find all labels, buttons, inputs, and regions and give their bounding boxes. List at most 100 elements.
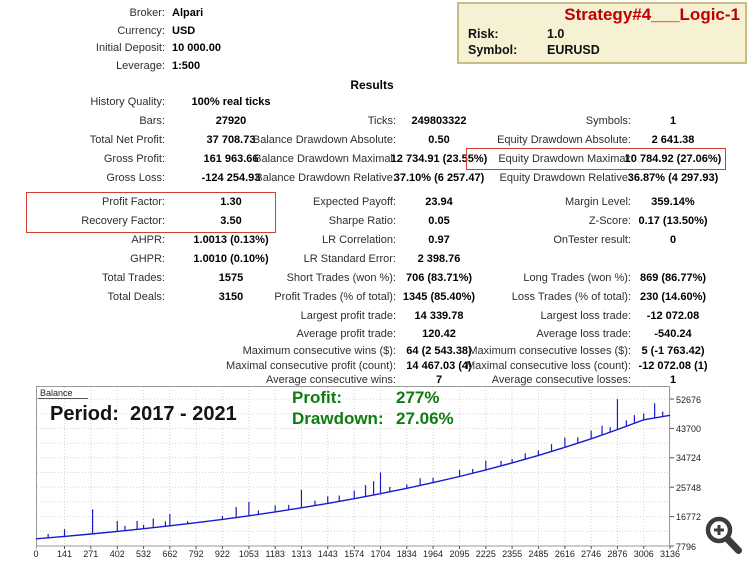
- x-axis-tick-label: 1704: [370, 549, 391, 559]
- stat-label: Recovery Factor:: [81, 215, 165, 227]
- x-axis-tick-label: 662: [162, 549, 178, 559]
- stat-label: Total Net Profit:: [89, 134, 165, 146]
- stat-label: Profit Factor:: [102, 196, 165, 208]
- stat-value: 37 708.73: [206, 134, 256, 146]
- stat-label: Equity Drawdown Maximal:: [498, 153, 631, 165]
- stat-label: OnTester result:: [553, 234, 631, 246]
- y-axis-tick-label: 25748: [676, 482, 702, 493]
- stat-value: 0.17 (13.50%): [638, 215, 708, 227]
- stat-label: Largest loss trade:: [540, 310, 632, 322]
- stat-label: Equity Drawdown Relative:: [499, 172, 631, 184]
- stat-label: Profit Trades (% of total):: [274, 291, 396, 303]
- stat-value: 2 641.38: [651, 134, 695, 146]
- x-axis-tick-label: 922: [214, 549, 230, 559]
- x-axis-tick-label: 1313: [291, 549, 312, 559]
- stat-value: 1.0013 (0.13%): [193, 234, 269, 246]
- stat-value: -540.24: [654, 328, 692, 340]
- stat-value: 120.42: [422, 328, 456, 340]
- x-axis-tick-label: 141: [56, 549, 73, 559]
- x-axis-tick-label: 1443: [317, 549, 338, 559]
- stat-value: 7: [435, 374, 443, 386]
- stat-label: LR Correlation:: [322, 234, 396, 246]
- stat-label: Expected Payoff:: [313, 196, 396, 208]
- stat-label: Sharpe Ratio:: [328, 215, 396, 227]
- account-value: 10 000.00: [172, 42, 221, 54]
- results-heading: Results: [350, 78, 394, 92]
- account-label: Leverage:: [116, 59, 165, 72]
- stat-value: -12 072.08: [646, 310, 700, 322]
- x-axis-tick-label: 2095: [449, 549, 470, 559]
- strategy-param-value: EURUSD: [547, 43, 600, 57]
- stat-label: Average consecutive losses:: [491, 374, 631, 386]
- stat-label: History Quality:: [90, 96, 165, 108]
- stat-value: 2 398.76: [417, 253, 461, 265]
- chart-drawdown-value: 27.06%: [396, 409, 454, 428]
- x-axis-tick-label: 1834: [396, 549, 417, 559]
- stat-value: 100% real ticks: [191, 96, 271, 108]
- stat-label: Total Trades:: [102, 272, 165, 284]
- stat-value: 23.94: [425, 196, 453, 208]
- stat-value: 0.97: [428, 234, 450, 246]
- strategy-box: Strategy#4___Logic-1 Risk: 1.0 Symbol: EURU…: [457, 2, 747, 64]
- stat-label: GHPR:: [130, 253, 165, 265]
- stat-value: 161 963.66: [203, 153, 259, 165]
- stat-label: Balance Drawdown Relative:: [255, 172, 396, 184]
- stat-value: 5 (-1 763.42): [641, 345, 705, 357]
- x-axis-tick-label: 1964: [423, 549, 444, 559]
- stat-value: -124 254.93: [201, 172, 261, 184]
- stat-value: 3.50: [220, 215, 242, 227]
- stat-label: Total Deals:: [107, 291, 165, 303]
- stat-label: Average profit trade:: [296, 328, 396, 340]
- stat-label: Ticks:: [367, 115, 396, 127]
- strategy-param-label: Symbol:: [468, 43, 518, 57]
- stat-label: Margin Level:: [564, 196, 631, 208]
- stat-value: 706 (83.71%): [405, 272, 473, 284]
- stat-label: Loss Trades (% of total):: [511, 291, 631, 303]
- stat-label: Gross Loss:: [106, 172, 165, 184]
- strategy-title: Strategy#4___Logic-1: [564, 5, 740, 24]
- stat-label: Symbols:: [585, 115, 631, 127]
- strategy-param-label: Risk:: [468, 27, 499, 41]
- zoom-icon[interactable]: [701, 514, 747, 558]
- x-axis-tick-label: 792: [188, 549, 204, 559]
- x-axis-tick-label: 1053: [238, 549, 259, 559]
- stat-label: Average loss trade:: [536, 328, 631, 340]
- stat-label: Average consecutive wins:: [265, 374, 396, 386]
- stat-value: 36.87% (4 297.93): [627, 172, 719, 184]
- stat-label: Balance Drawdown Maximal:: [254, 153, 396, 165]
- stat-label: Maximum consecutive losses ($):: [468, 345, 631, 357]
- stat-value: 1575: [218, 272, 244, 284]
- stat-value: 14 467.03 (4): [406, 360, 472, 372]
- x-axis-tick-label: 1183: [265, 549, 285, 559]
- stat-label: Long Trades (won %):: [523, 272, 631, 284]
- stat-value: 12 734.91 (23.55%): [390, 153, 488, 165]
- x-axis-tick-label: 2485: [528, 549, 549, 559]
- x-axis-tick-label: 271: [83, 549, 99, 559]
- stat-value: 64 (2 543.38): [406, 345, 472, 357]
- stat-value: 359.14%: [651, 196, 695, 208]
- stat-value: 14 339.78: [414, 310, 464, 322]
- stat-label: Z-Score:: [588, 215, 631, 227]
- stat-value: 1.0010 (0.10%): [193, 253, 269, 265]
- x-axis-tick-label: 2876: [607, 549, 628, 559]
- chart-period-annotation: Period: 2017 - 2021: [50, 403, 237, 425]
- stat-label: Largest profit trade:: [300, 310, 396, 322]
- stat-value: 3150: [218, 291, 244, 303]
- x-axis-tick-label: 402: [109, 549, 125, 559]
- balance-curve-plot: [36, 386, 674, 549]
- account-value: 1:500: [172, 59, 201, 72]
- stat-label: Gross Profit:: [103, 153, 165, 165]
- account-label: Currency:: [117, 24, 165, 37]
- account-value: Alpari: [172, 7, 204, 19]
- x-axis-tick-label: 2225: [475, 549, 496, 559]
- chart-profit-value: 277%: [396, 388, 440, 407]
- stat-value: -12 072.08 (1): [638, 360, 708, 372]
- stat-value: 37.10% (6 257.47): [393, 172, 485, 184]
- stat-label: Bars:: [139, 115, 165, 127]
- stat-label: Balance Drawdown Absolute:: [252, 134, 396, 146]
- chart-profit-label: Profit:: [292, 388, 343, 407]
- x-axis-tick-label: 532: [136, 549, 152, 559]
- stat-value: 0: [669, 234, 677, 246]
- stat-value: 10 784.92 (27.06%): [624, 153, 722, 165]
